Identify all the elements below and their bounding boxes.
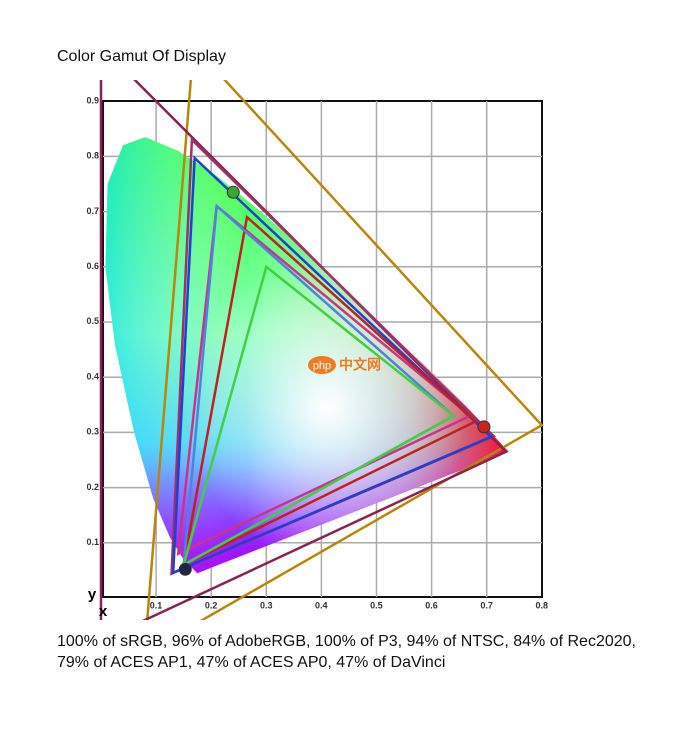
- x-axis-label: x: [99, 603, 108, 620]
- x-tick-label: 0.6: [425, 600, 438, 610]
- x-tick-label: 0.3: [260, 600, 273, 610]
- gamut-triangles: [99, 80, 544, 620]
- gamut-outline: [181, 264, 456, 568]
- y-tick-label: 0.9: [86, 95, 99, 105]
- x-tick-label: 0.1: [150, 600, 163, 610]
- x-tick-label: 0.2: [205, 600, 218, 610]
- watermark-badge: [308, 356, 336, 374]
- y-tick-label: 0.4: [86, 371, 99, 381]
- gamut-outline: [176, 203, 473, 556]
- gamut-outline: [145, 80, 544, 620]
- title: Color Gamut Of Display: [57, 48, 226, 65]
- primary-marker: [477, 420, 491, 434]
- watermark-text: 中文网: [339, 357, 381, 373]
- y-tick-label: 0.1: [86, 537, 99, 547]
- watermark-logo: php: [313, 360, 331, 372]
- spectral-locus: [105, 137, 509, 574]
- gamut-outline: [181, 214, 478, 568]
- y-tick-label: 0.3: [86, 427, 99, 437]
- y-tick-label: 0.7: [86, 206, 99, 216]
- primary-marker: [178, 562, 192, 576]
- x-tick-label: 0.7: [480, 600, 493, 610]
- y-tick-label: 0.6: [86, 261, 99, 271]
- x-tick-label: 0.8: [535, 600, 548, 610]
- x-tick-label: 0.5: [370, 600, 383, 610]
- y-tick-label: 0.2: [86, 482, 99, 492]
- axis-labels: 0.9 0.8 0.7 0.6 0.5 0.4 0.3 0.2 0.1 0.1 0.2 0.3 0.4 0…: [86, 95, 547, 620]
- y-tick-label: 0.5: [86, 316, 99, 326]
- gamut-outline: [171, 155, 494, 575]
- locus-fill: [105, 137, 509, 574]
- y-tick-label: 0.8: [86, 151, 99, 161]
- caption: 100% of sRGB, 96% of AdobeRGB, 100% of P…: [57, 633, 636, 671]
- x-tick-label: 0.4: [315, 600, 328, 610]
- gamut-figure: 0.9 0.8 0.7 0.6 0.5 0.4 0.3 0.2 0.1 0.1 0.2 0.3 0.4 0…: [86, 80, 548, 620]
- primary-marker: [226, 185, 240, 199]
- y-axis-label: y: [88, 586, 97, 603]
